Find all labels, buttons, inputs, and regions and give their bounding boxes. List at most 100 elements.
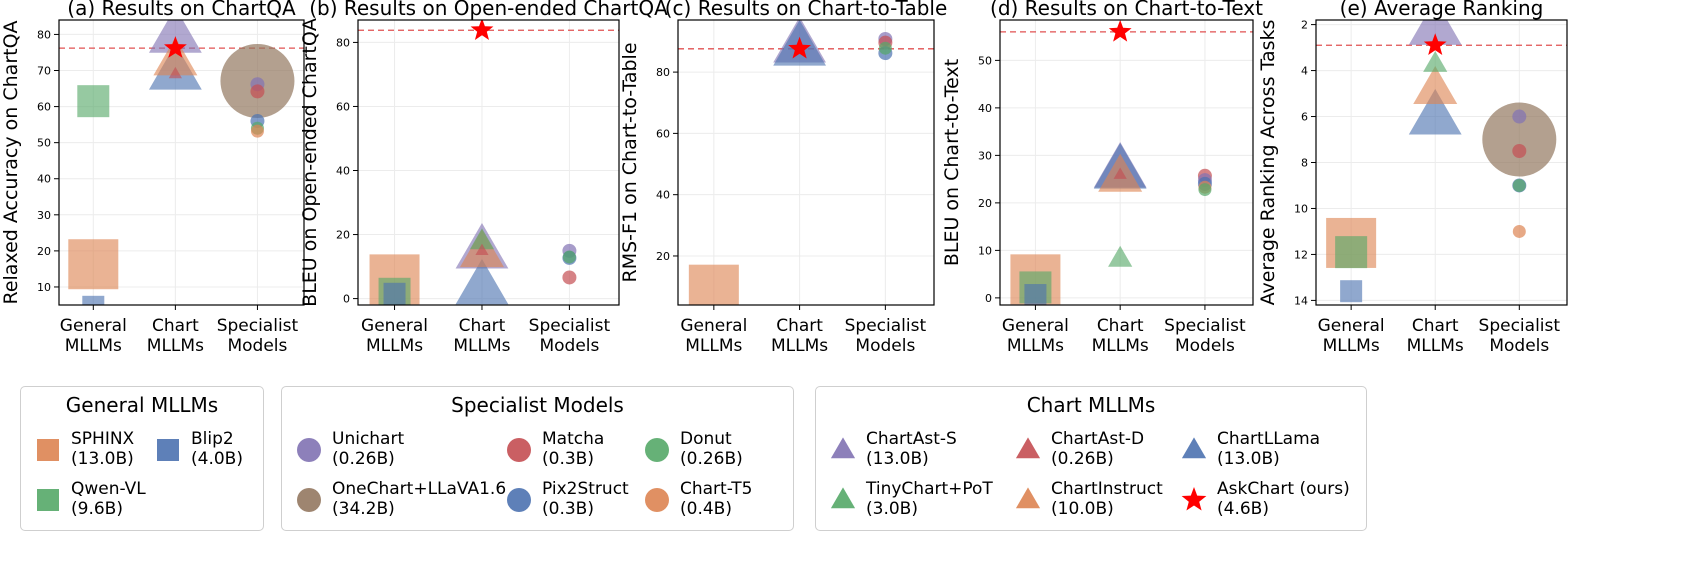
point-donut xyxy=(562,250,576,264)
y-axis-label: BLEU on Open-ended ChartQA xyxy=(299,18,321,307)
legend-model-name: Matcha xyxy=(542,429,605,449)
legend-model-size: (13.0B) xyxy=(71,449,134,469)
legend-item-label: Qwen-VL (9.6B) xyxy=(71,479,146,519)
point-askchart-ours xyxy=(1423,33,1447,55)
legend-item-label: AskChart (ours) (4.6B) xyxy=(1217,479,1350,519)
legend-marker xyxy=(1015,437,1041,459)
panel-3: 20406080GeneralMLLMsChartMLLMsSpecialist… xyxy=(619,0,947,356)
legend-model-name: AskChart (ours) xyxy=(1217,479,1350,499)
point-askchart-ours xyxy=(788,36,811,59)
triangle-marker-icon xyxy=(1015,487,1041,509)
legend-model-size: (4.6B) xyxy=(1217,499,1269,519)
legend-item-onechart-llava1-6: OneChart+LLaVA1.6 (34.2B) xyxy=(294,479,506,519)
y-tick-label: 6 xyxy=(1301,111,1308,124)
point-chart-t5 xyxy=(250,124,264,138)
circle-marker-icon xyxy=(297,438,321,462)
x-tick-label: General xyxy=(60,316,127,336)
legend-general-mllms: General MLLMs SPHINX (13.0B) Blip2 (4.0B) Qw… xyxy=(20,386,264,531)
x-tick-label: MLLMs xyxy=(453,336,510,356)
legend-item-label: Unichart (0.26B) xyxy=(332,429,404,469)
y-tick-label: 20 xyxy=(978,197,992,210)
triangle-marker-icon xyxy=(1181,437,1207,459)
point-chartinstruct xyxy=(1413,65,1458,104)
legend-model-name: Pix2Struct xyxy=(542,479,629,499)
legend-item-label: SPHINX (13.0B) xyxy=(71,429,134,469)
legend-model-name: Unichart xyxy=(332,429,405,449)
legend-marker xyxy=(297,438,321,462)
legend-model-size: (4.0B) xyxy=(191,449,243,469)
legend-marker xyxy=(1015,487,1041,509)
legend-model-name: ChartAst-D xyxy=(1051,429,1145,449)
legend-marker xyxy=(157,439,179,461)
legend-model-name: Donut xyxy=(680,429,732,449)
y-axis-label: RMS-F1 on Chart-to-Table xyxy=(619,42,641,282)
x-tick-label: MLLMs xyxy=(1323,336,1380,356)
legend-model-size: (0.3B) xyxy=(542,499,594,519)
x-tick-label: Chart xyxy=(776,316,823,336)
legend-title: Specialist Models xyxy=(451,393,624,417)
point-matcha xyxy=(1512,144,1527,159)
x-tick-label: Chart xyxy=(1412,316,1459,336)
square-marker-icon xyxy=(37,439,59,461)
panel-title: (c) Results on Chart-to-Table xyxy=(665,0,948,20)
legend-item-label: ChartAst-D (0.26B) xyxy=(1051,429,1144,469)
point-askchart-ours xyxy=(164,36,187,58)
legend-model-size: (3.0B) xyxy=(866,499,918,519)
legend-model-name: Blip2 xyxy=(191,429,234,449)
y-tick-label: 40 xyxy=(336,165,350,178)
panel-4: 01020304050GeneralMLLMsChartMLLMsSpecial… xyxy=(941,0,1263,356)
point-blip2 xyxy=(383,282,406,305)
point-onechart-llava1-6 xyxy=(1482,102,1557,177)
legend-item-label: Matcha (0.3B) xyxy=(542,429,604,469)
panel-title: (d) Results on Chart-to-Text xyxy=(990,0,1263,20)
point-tinychart-pot xyxy=(1423,51,1448,72)
point-qwen-vl xyxy=(77,85,110,118)
legend-model-name: OneChart+LLaVA1.6 xyxy=(332,479,507,499)
legend-marker xyxy=(37,439,59,461)
y-tick-label: 14 xyxy=(1294,294,1308,307)
legend-specialist-models: Specialist Models Unichart (0.26B) Matcha(… xyxy=(281,386,794,531)
point-donut xyxy=(1512,178,1526,192)
y-tick-label: 80 xyxy=(656,66,670,79)
legend-marker xyxy=(37,489,59,511)
legend-item-chartinstruct: ChartInstruct (10.0B) xyxy=(1013,479,1163,519)
x-tick-label: Models xyxy=(855,336,915,356)
plot-frame xyxy=(999,19,1254,306)
legend-model-size: (34.2B) xyxy=(332,499,395,519)
x-tick-label: Models xyxy=(539,336,599,356)
legend-item-label: Chart-T5 (0.4B) xyxy=(680,479,753,519)
x-tick-label: General xyxy=(1318,316,1385,336)
legend-marker xyxy=(297,488,321,512)
y-tick-label: 4 xyxy=(1301,65,1308,78)
panel-1: 1020304050607080GeneralMLLMsChartMLLMsSp… xyxy=(0,0,305,356)
point-chartast-d xyxy=(168,66,182,79)
circle-marker-icon xyxy=(645,438,669,462)
legend-model-size: (0.3B) xyxy=(542,449,594,469)
legend-item-label: OneChart+LLaVA1.6 (34.2B) xyxy=(332,479,506,519)
legend-model-size: (0.26B) xyxy=(1051,449,1114,469)
legend-item-label: Blip2 (4.0B) xyxy=(191,429,243,469)
legend-title: Chart MLLMs xyxy=(1026,393,1156,417)
y-tick-label: 60 xyxy=(336,100,350,113)
y-tick-label: 40 xyxy=(656,189,670,202)
x-tick-label: General xyxy=(361,316,428,336)
legend-marker xyxy=(830,437,856,459)
x-tick-label: Chart xyxy=(1097,316,1144,336)
y-tick-label: 10 xyxy=(37,281,51,294)
legend-item-label: ChartInstruct (10.0B) xyxy=(1051,479,1163,519)
legend-item-chartast-d: ChartAst-D (0.26B) xyxy=(1013,429,1144,469)
legend-item-chart-t5: Chart-T5 (0.4B) xyxy=(642,479,753,519)
y-tick-label: 2 xyxy=(1301,19,1308,32)
x-tick-label: MLLMs xyxy=(685,336,742,356)
data-points xyxy=(68,20,295,305)
y-tick-label: 70 xyxy=(37,65,51,78)
point-chartast-s xyxy=(1408,20,1462,45)
y-tick-label: 60 xyxy=(656,127,670,140)
legend-marker xyxy=(645,488,669,512)
point-tinychart-pot xyxy=(469,228,495,250)
square-marker-icon xyxy=(37,489,59,511)
x-tick-label: MLLMs xyxy=(147,336,204,356)
figure-canvas: 1020304050607080GeneralMLLMsChartMLLMsSp… xyxy=(0,0,1568,356)
plot-frame xyxy=(677,19,935,306)
legend-item-donut: Donut (0.26B) xyxy=(642,429,743,469)
